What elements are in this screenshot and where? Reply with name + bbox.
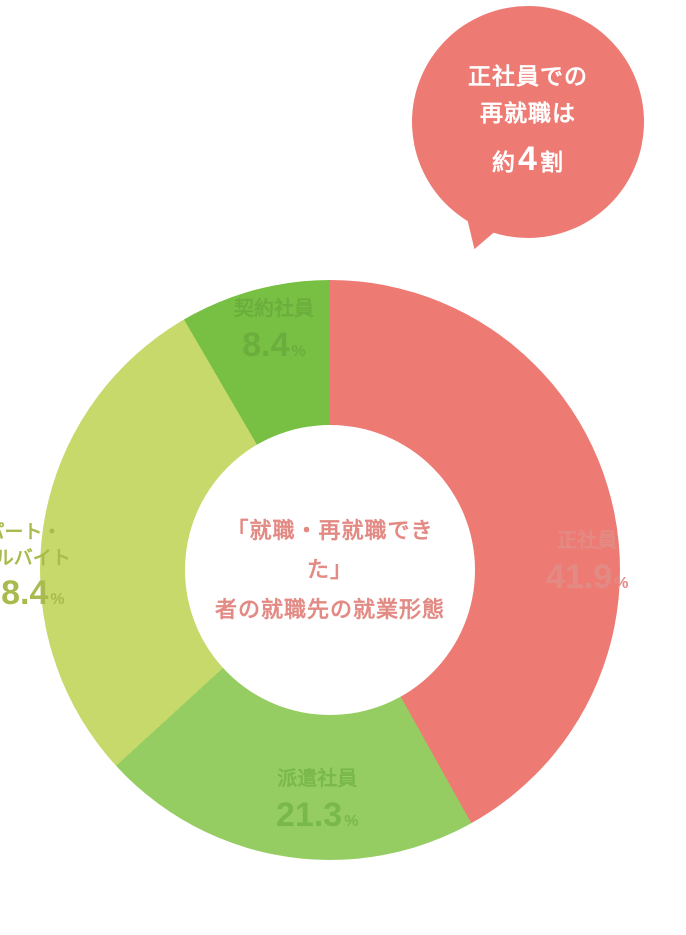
label-contract-name: 契約社員 xyxy=(234,296,314,323)
label-parttime-name: パート・アルバイト xyxy=(0,520,71,571)
label-parttime-value: 28.4 xyxy=(0,574,48,612)
callout-text: 正社員での 再就職は 約4割 xyxy=(468,58,588,186)
callout-line2: 再就職は xyxy=(480,100,576,126)
callout-prefix: 約 xyxy=(492,149,516,175)
label-fulltime-value: 41.9 xyxy=(546,558,612,596)
center-title: 「就職・再就職できた」 者の就職先の就業形態 xyxy=(213,511,447,630)
label-parttime: パート・アルバイト 28.4% xyxy=(0,520,71,617)
label-dispatch-unit: % xyxy=(344,813,358,830)
donut-center: 「就職・再就職できた」 者の就職先の就業形態 xyxy=(185,425,475,715)
callout-bubble: 正社員での 再就職は 約4割 xyxy=(412,6,644,238)
center-line2: 者の就職先の就業形態 xyxy=(215,597,445,622)
label-dispatch: 派遣社員 21.3% xyxy=(276,766,358,839)
callout-suffix: 割 xyxy=(540,149,564,175)
label-contract: 契約社員 8.4% xyxy=(234,296,314,369)
label-dispatch-value: 21.3 xyxy=(276,796,342,834)
label-contract-unit: % xyxy=(292,343,306,360)
label-contract-value: 8.4 xyxy=(242,326,289,364)
donut-chart: 「就職・再就職できた」 者の就職先の就業形態 正社員 41.9% 派遣社員 21… xyxy=(40,280,620,860)
callout-big: 4 xyxy=(516,140,540,178)
center-line1: 「就職・再就職できた」 xyxy=(226,518,433,583)
label-fulltime-unit: % xyxy=(614,575,628,592)
label-fulltime-name: 正社員 xyxy=(546,528,628,555)
label-fulltime: 正社員 41.9% xyxy=(546,528,628,601)
label-parttime-unit: % xyxy=(50,591,64,608)
label-dispatch-name: 派遣社員 xyxy=(276,766,358,793)
callout-line1: 正社員での xyxy=(468,63,588,89)
